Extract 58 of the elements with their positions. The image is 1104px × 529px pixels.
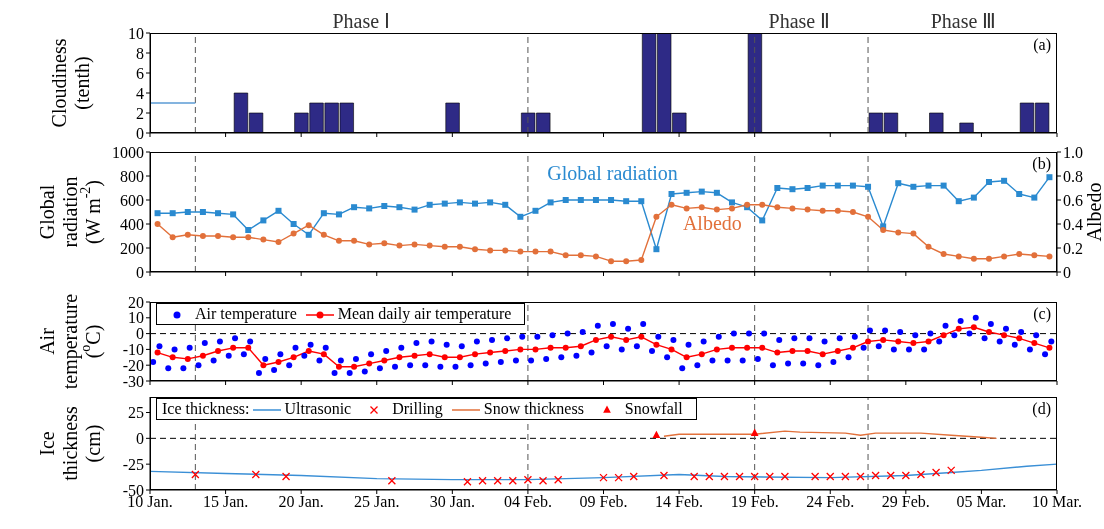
y-axis-title: Ice thickness (cm) bbox=[36, 406, 105, 481]
y-tick-label: 0 bbox=[136, 430, 144, 448]
legend-label: Snow thickness bbox=[482, 400, 584, 417]
y-tick-label: 8 bbox=[136, 44, 144, 62]
x-tick-label: 14 Feb. bbox=[655, 493, 704, 511]
y-tick-label: 2 bbox=[136, 104, 144, 122]
y-tick-label: 20 bbox=[128, 293, 144, 311]
y-tick-label: 4 bbox=[136, 84, 144, 102]
y2-tick-label: 0 bbox=[1063, 263, 1071, 281]
y2-tick-label: 1.0 bbox=[1063, 143, 1083, 161]
x-tick-label: 24 Feb. bbox=[806, 493, 855, 511]
y-tick-label: 800 bbox=[120, 167, 144, 185]
x-tick-label: 29 Feb. bbox=[881, 493, 930, 511]
series-label: Albedo bbox=[682, 212, 742, 235]
y-axis-title: Cloudiness (tenth) bbox=[47, 38, 94, 128]
y-tick-label: 200 bbox=[120, 239, 144, 257]
y2-tick-label: 0.2 bbox=[1063, 239, 1083, 257]
x-tick-label: 05 Mar. bbox=[956, 493, 1007, 511]
x-tick-label: 10 Mar. bbox=[1032, 493, 1082, 511]
annotation: (c) bbox=[1033, 305, 1051, 323]
text: Phase Ⅱ bbox=[768, 8, 831, 33]
legend-title: Ice thickness: bbox=[162, 400, 250, 417]
y-tick-label: 600 bbox=[120, 191, 144, 209]
y2-tick-label: 0.4 bbox=[1063, 215, 1083, 233]
series-label: Global radiation bbox=[547, 161, 678, 185]
text: Phase Ⅲ bbox=[930, 8, 997, 33]
x-tick-label: 20 Jan. bbox=[278, 493, 324, 511]
y-tick-label: -25 bbox=[122, 455, 144, 473]
y-tick-label: -10 bbox=[122, 341, 144, 359]
legend-label: Ultrasonic bbox=[283, 400, 352, 417]
y2-tick-label: 0.8 bbox=[1063, 167, 1083, 185]
x-tick-label: 25 Jan. bbox=[354, 493, 400, 511]
y-tick-label: -20 bbox=[122, 356, 144, 374]
y-tick-label: 25 bbox=[128, 404, 144, 422]
y-tick-label: 1000 bbox=[112, 143, 144, 161]
legend-label: Drilling bbox=[391, 400, 443, 417]
y-tick-label: 10 bbox=[128, 24, 144, 42]
legend-label: Mean daily air temperature bbox=[336, 305, 512, 322]
annotation: (d) bbox=[1032, 400, 1051, 418]
x-tick-label: 15 Jan. bbox=[202, 493, 249, 511]
x-tick-label: 19 Feb. bbox=[730, 493, 779, 511]
x-tick-label: 30 Jan. bbox=[429, 493, 475, 511]
legend-label: Snowfall bbox=[623, 400, 683, 417]
annotation: (b) bbox=[1032, 155, 1051, 173]
x-tick-label: 09 Feb. bbox=[579, 493, 628, 511]
y-tick-label: 400 bbox=[120, 215, 144, 233]
text: Phase Ⅰ bbox=[332, 8, 391, 33]
y-tick-label: 0 bbox=[136, 325, 144, 343]
legend-label: Air temperature bbox=[194, 305, 297, 322]
y2-tick-label: 0.6 bbox=[1063, 191, 1083, 209]
y-tick-label: 10 bbox=[128, 309, 144, 327]
y-tick-label: 6 bbox=[136, 64, 144, 82]
y2-axis-title: Albedo bbox=[1083, 182, 1104, 242]
y-tick-label: -30 bbox=[122, 372, 144, 390]
y-tick-label: 0 bbox=[136, 124, 144, 142]
annotation: (a) bbox=[1033, 36, 1051, 54]
y-tick-label: 0 bbox=[136, 263, 144, 281]
x-tick-label: 04 Feb. bbox=[503, 493, 552, 511]
